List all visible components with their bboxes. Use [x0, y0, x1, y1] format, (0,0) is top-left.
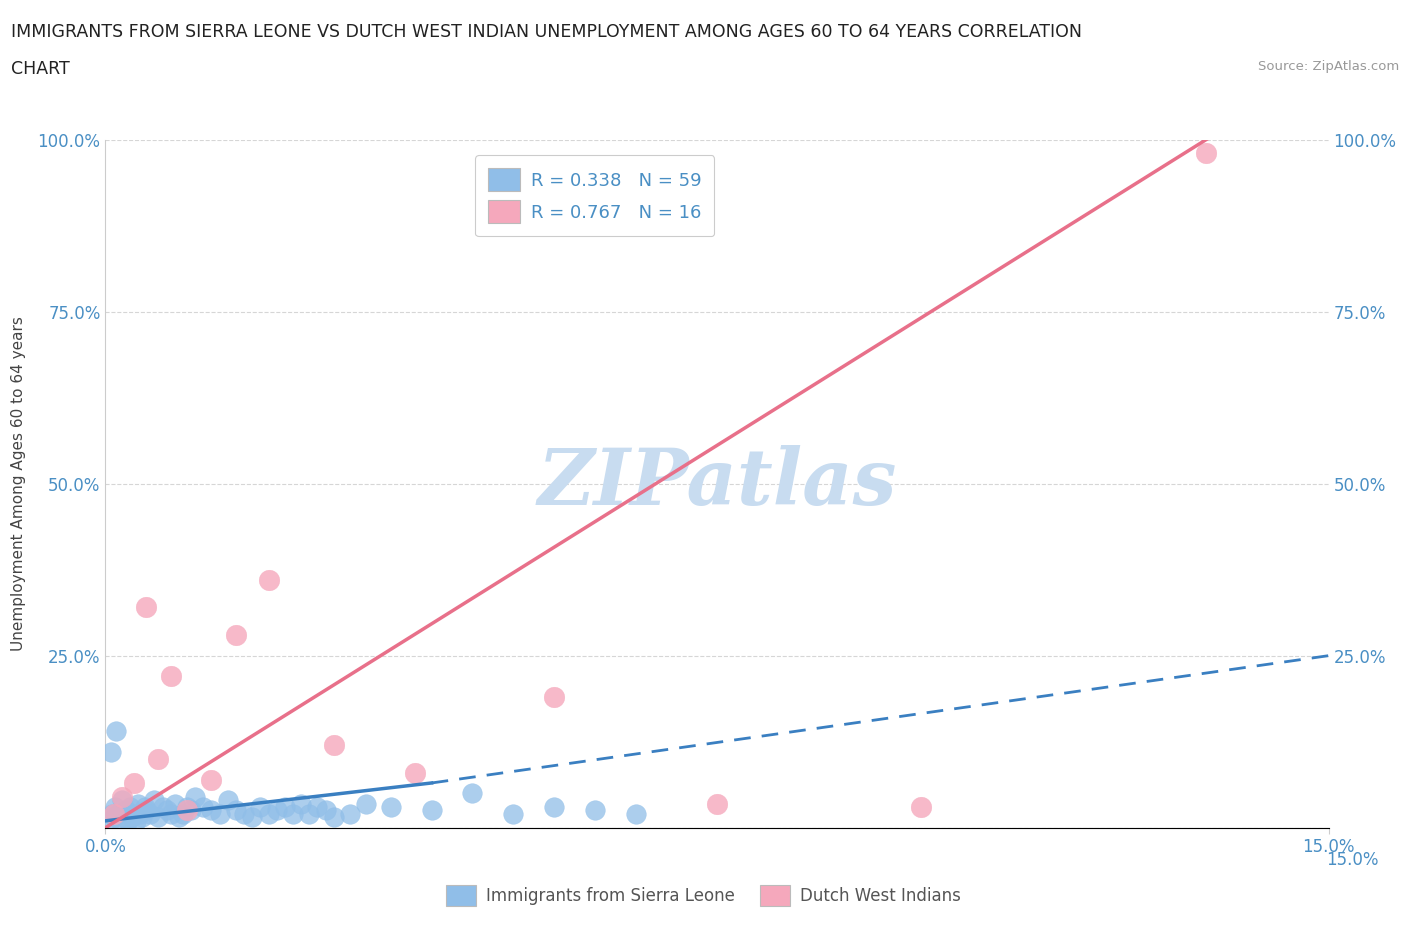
Point: [139, 806, 162, 821]
Point: [420, 804, 443, 818]
Point: [112, 810, 135, 825]
Point: [225, 628, 247, 643]
Legend: R = 0.338   N = 59, R = 0.767   N = 16: R = 0.338 N = 59, R = 0.767 N = 16: [475, 155, 714, 236]
Point: [103, 810, 125, 825]
Point: [118, 800, 141, 815]
Point: [104, 800, 127, 815]
Text: IMMIGRANTS FROM SIERRA LEONE VS DUTCH WEST INDIAN UNEMPLOYMENT AMONG AGES 60 TO : IMMIGRANTS FROM SIERRA LEONE VS DUTCH WE…: [11, 23, 1083, 41]
Point: [108, 814, 131, 829]
Point: [98, 814, 121, 829]
Point: [148, 810, 170, 825]
Point: [152, 800, 174, 815]
Point: [180, 804, 202, 818]
Point: [298, 806, 321, 821]
Text: ZIPatlas: ZIPatlas: [537, 445, 897, 522]
Point: [208, 806, 231, 821]
Point: [121, 810, 143, 825]
Point: [380, 800, 402, 815]
Point: [307, 800, 329, 815]
Point: [274, 800, 297, 815]
Point: [322, 737, 344, 752]
Point: [131, 810, 153, 825]
Point: [322, 810, 344, 825]
Point: [249, 800, 271, 815]
Y-axis label: Unemployment Among Ages 60 to 64 years: Unemployment Among Ages 60 to 64 years: [11, 316, 27, 651]
Point: [240, 810, 263, 825]
Legend: Immigrants from Sierra Leone, Dutch West Indians: Immigrants from Sierra Leone, Dutch West…: [439, 879, 967, 912]
Point: [225, 804, 247, 818]
Text: 15.0%: 15.0%: [1326, 851, 1379, 869]
Point: [143, 792, 166, 807]
Point: [127, 796, 149, 811]
Point: [101, 806, 124, 821]
Point: [163, 796, 186, 811]
Point: [107, 806, 129, 821]
Point: [257, 806, 280, 821]
Point: [706, 796, 728, 811]
Point: [502, 806, 524, 821]
Point: [135, 804, 157, 818]
Point: [257, 573, 280, 588]
Point: [281, 806, 304, 821]
Point: [1195, 146, 1218, 161]
Point: [184, 790, 207, 804]
Point: [100, 745, 122, 760]
Point: [543, 689, 565, 704]
Point: [117, 814, 139, 829]
Point: [910, 800, 932, 815]
Point: [315, 804, 337, 818]
Point: [122, 806, 145, 821]
Point: [176, 800, 198, 815]
Point: [404, 765, 426, 780]
Point: [200, 804, 222, 818]
Point: [543, 800, 565, 815]
Point: [339, 806, 361, 821]
Point: [176, 804, 198, 818]
Point: [105, 724, 128, 738]
Point: [155, 804, 177, 818]
Point: [461, 786, 484, 801]
Point: [111, 790, 134, 804]
Point: [135, 600, 157, 615]
Point: [128, 806, 150, 821]
Point: [200, 772, 222, 787]
Point: [172, 806, 194, 821]
Point: [103, 806, 125, 821]
Point: [115, 804, 138, 818]
Point: [134, 800, 156, 815]
Point: [111, 792, 134, 807]
Point: [148, 751, 170, 766]
Point: [624, 806, 647, 821]
Point: [159, 806, 181, 821]
Point: [266, 804, 288, 818]
Point: [356, 796, 378, 811]
Point: [233, 806, 256, 821]
Point: [125, 814, 148, 829]
Point: [159, 669, 181, 684]
Text: CHART: CHART: [11, 60, 70, 78]
Point: [122, 776, 145, 790]
Point: [583, 804, 606, 818]
Point: [167, 810, 190, 825]
Point: [193, 800, 215, 815]
Point: [290, 796, 312, 811]
Point: [217, 792, 239, 807]
Text: Source: ZipAtlas.com: Source: ZipAtlas.com: [1258, 60, 1399, 73]
